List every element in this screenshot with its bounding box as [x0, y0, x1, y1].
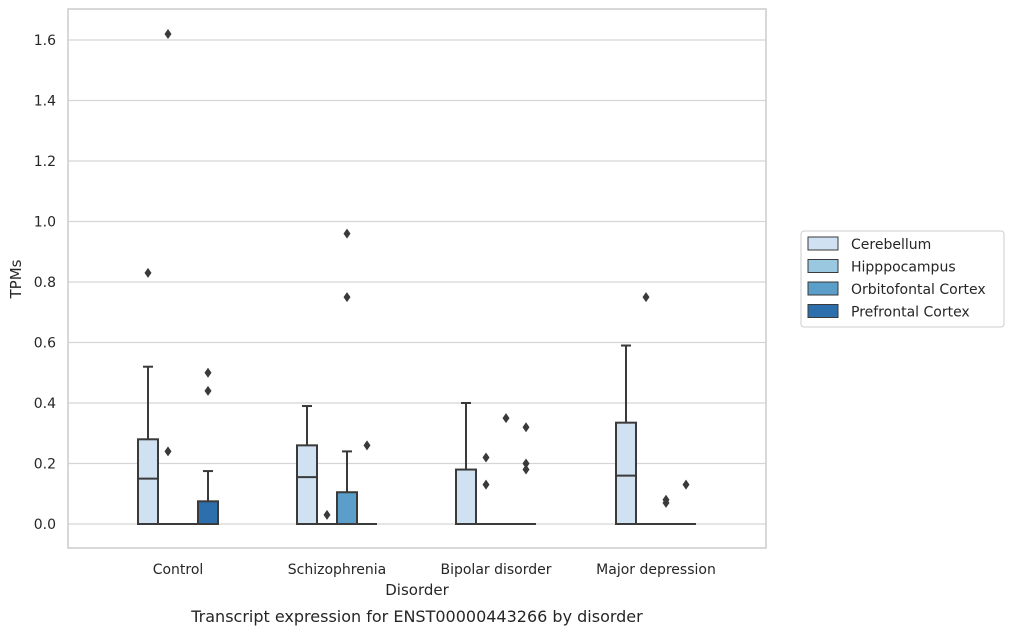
outlier-point [204, 385, 212, 396]
outlier-point [482, 452, 490, 463]
outlier-point [482, 479, 490, 490]
outlier-point [502, 413, 510, 424]
y-tick-label: 1.4 [34, 94, 56, 110]
x-axis-ticks: Control Schizophrenia Bipolar disorder Majo… [153, 562, 716, 578]
legend-label: Orbitofontal Cortex [851, 282, 986, 298]
y-tick-label: 1.6 [34, 33, 56, 49]
box-body [296, 444, 318, 526]
x-axis-label: Disorder [385, 581, 449, 599]
box-cerebellum-schizophrenia [296, 405, 318, 526]
y-tick-label: 0.2 [34, 457, 56, 473]
x-tick-label: Schizophrenia [288, 562, 386, 578]
legend-swatch [807, 281, 839, 296]
outlier-point [522, 464, 530, 475]
outlier-point [164, 28, 172, 39]
legend-item-orbitofontal-cortex: Orbitofontal Cortex [807, 281, 986, 298]
box-body [336, 491, 358, 525]
y-tick-label: 0.0 [34, 517, 56, 533]
legend-label: Hipppocampus [851, 260, 956, 276]
legend: Cerebellum Hipppocampus Orbitofontal Corte… [800, 230, 1005, 328]
outlier-point [642, 292, 650, 303]
chart-caption: Transcript expression for ENST0000044326… [190, 607, 643, 626]
outlier-point [343, 292, 351, 303]
box-body [615, 421, 637, 526]
box-orbitofontal-cortex-schizophrenia [336, 450, 358, 525]
box-body [137, 438, 159, 525]
box-body [197, 500, 219, 525]
y-tick-label: 0.4 [34, 396, 56, 412]
box-cerebellum-control [137, 365, 159, 525]
legend-label: Prefrontal Cortex [851, 305, 970, 321]
outlier-point [144, 267, 152, 278]
legend-swatch [807, 304, 839, 318]
outlier-point [323, 509, 331, 520]
outlier-point [662, 497, 670, 508]
y-tick-label: 0.6 [34, 336, 56, 352]
box-body [455, 468, 477, 525]
legend-item-cerebellum: Cerebellum [807, 236, 931, 253]
gridlines [68, 39, 766, 525]
x-tick-label: Major depression [596, 562, 716, 578]
legend-swatch [807, 236, 839, 251]
outlier-point [343, 228, 351, 239]
outlier-point [204, 367, 212, 378]
y-axis-ticks: 0.0 0.2 0.4 0.6 0.8 1.0 1.2 1.4 1.6 [34, 33, 56, 533]
x-tick-label: Bipolar disorder [440, 562, 551, 578]
y-tick-label: 1.0 [34, 215, 56, 231]
y-tick-label: 1.2 [34, 154, 56, 170]
x-tick-label: Control [153, 562, 204, 578]
outlier-points [144, 28, 690, 520]
outlier-point [522, 422, 530, 433]
legend-item-hipppocampus: Hipppocampus [807, 259, 956, 276]
legend-frame [800, 230, 1005, 328]
legend-swatch [807, 259, 839, 273]
box-cerebellum-major-depression [615, 344, 637, 526]
y-tick-label: 0.8 [34, 275, 56, 291]
outlier-point [682, 479, 690, 490]
y-axis-label: TPMs [7, 259, 25, 299]
outlier-point [363, 440, 371, 451]
box-prefrontal-cortex-control [197, 470, 219, 525]
legend-label: Cerebellum [851, 237, 931, 253]
plot-area-frame [67, 8, 767, 549]
outlier-point [522, 458, 530, 469]
legend-item-prefrontal-cortex: Prefrontal Cortex [807, 304, 970, 321]
box-cerebellum-bipolar-disorder [455, 402, 477, 525]
boxes [137, 344, 696, 526]
outlier-point [164, 446, 172, 457]
